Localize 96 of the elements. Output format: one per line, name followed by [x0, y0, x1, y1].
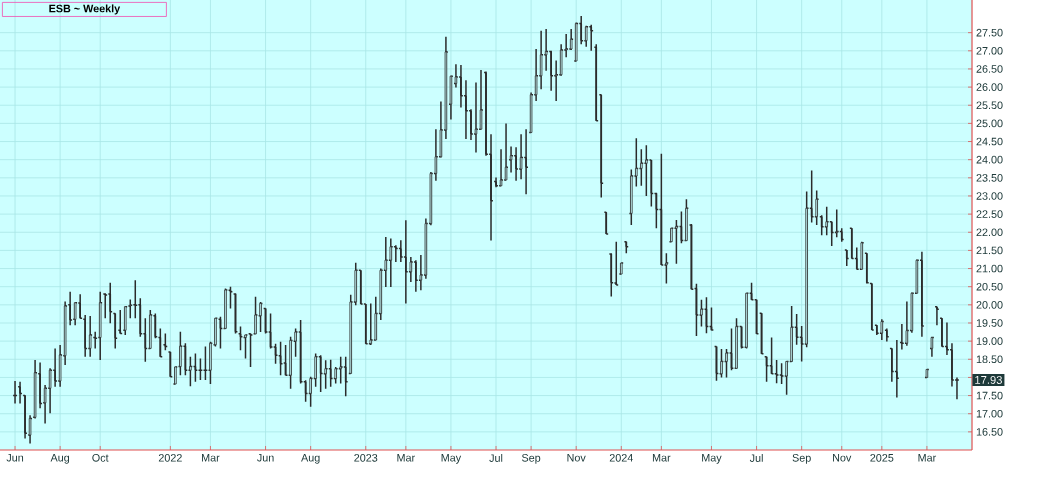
candlestick	[344, 355, 347, 398]
candlestick	[870, 282, 873, 331]
candlestick	[354, 261, 357, 306]
candlestick	[79, 293, 82, 320]
candlestick	[224, 287, 227, 330]
y-tick-label: 16.50	[976, 428, 1003, 436]
x-tick-label: Mar	[397, 454, 415, 462]
candlestick	[615, 240, 618, 286]
candlestick	[109, 281, 112, 325]
x-tick-label: 2023	[354, 454, 378, 462]
candlestick	[845, 249, 848, 267]
candlestick	[590, 23, 593, 52]
x-tick-label: Mar	[652, 454, 671, 462]
x-tick-label: May	[441, 454, 462, 464]
candlestick	[675, 219, 678, 265]
candlestick	[569, 28, 573, 51]
candlestick	[319, 354, 322, 393]
candlestick	[84, 314, 87, 358]
x-tick-label: Jun	[257, 454, 274, 462]
x-tick-label: Oct	[92, 454, 109, 462]
y-tick-label: 22.00	[976, 228, 1003, 237]
x-tick-label: Nov	[833, 454, 852, 462]
candlestick	[164, 332, 167, 351]
y-tick-label: 20.00	[976, 301, 1003, 309]
candlestick	[820, 214, 823, 236]
y-tick-label: 24.00	[976, 155, 1003, 164]
candlestick	[209, 341, 212, 385]
candlestick	[725, 348, 728, 379]
x-tick-label: Aug	[301, 454, 320, 464]
y-tick-label: 20.50	[976, 282, 1003, 291]
x-tick-label: 2022	[158, 454, 182, 462]
candlestick	[735, 317, 738, 370]
x-tick-label: 2025	[870, 454, 894, 462]
y-tick-label: 26.00	[976, 83, 1003, 91]
candlestick	[289, 336, 292, 390]
candlestick	[254, 296, 257, 335]
x-tick-label: Mar	[202, 454, 220, 462]
candlestick	[119, 309, 122, 335]
candlestick	[28, 414, 32, 445]
candlestick	[700, 299, 703, 328]
candlestick	[665, 252, 668, 285]
candlestick	[214, 317, 217, 348]
candlestick	[635, 137, 638, 188]
y-tick-label: 27.00	[976, 47, 1003, 55]
candlestick	[685, 198, 688, 242]
candlestick	[625, 240, 628, 255]
y-tick-label: 19.50	[976, 319, 1003, 327]
x-tick-label: Jun	[6, 454, 24, 462]
candlestick	[865, 252, 868, 285]
candlestick	[580, 15, 583, 46]
x-tick-label: Jul	[749, 454, 763, 462]
text: 17.93	[975, 376, 1002, 384]
x-tick-label: Sep	[792, 454, 811, 464]
candlestick	[890, 347, 893, 383]
chart-title: ESB ~ Weekly	[49, 4, 121, 15]
candlestick	[244, 334, 247, 360]
candlestick	[930, 336, 934, 358]
candlestick	[620, 262, 623, 275]
candlestick	[600, 93, 603, 199]
y-tick-label: 24.50	[976, 137, 1003, 146]
candlestick	[720, 348, 723, 379]
candlestick	[925, 368, 929, 379]
x-tick-label: Jul	[489, 454, 503, 462]
candlestick	[539, 30, 543, 91]
candlestick	[339, 355, 342, 385]
x-tick-label: Mar	[918, 454, 937, 462]
x-tick-label: Sep	[521, 454, 541, 464]
candlestick	[595, 43, 598, 122]
y-tick-label: 23.50	[976, 174, 1003, 182]
candlestick	[875, 324, 878, 336]
y-tick-label: 25.50	[976, 101, 1003, 110]
x-tick-label: Aug	[50, 454, 70, 464]
y-tick-label: 17.00	[976, 409, 1003, 418]
candlestick	[259, 301, 262, 333]
x-tick-label: Nov	[567, 454, 586, 462]
y-tick-label: 27.50	[976, 28, 1003, 37]
x-tick-label: 2024	[609, 454, 633, 462]
y-tick-label: 25.00	[976, 119, 1003, 128]
y-tick-label: 21.00	[976, 264, 1003, 273]
x-tick-label: May	[702, 454, 722, 464]
candlestick	[349, 293, 352, 375]
y-tick-label: 21.50	[976, 246, 1003, 255]
candlestick	[189, 355, 192, 387]
candlestick	[449, 75, 453, 121]
candlestick	[885, 327, 888, 343]
y-tick-label: 18.50	[976, 355, 1003, 364]
y-tick-label: 19.00	[976, 337, 1003, 345]
candlestick	[159, 327, 162, 358]
y-tick-label: 22.50	[976, 210, 1003, 218]
candlestick	[114, 312, 117, 350]
y-tick-label: 17.50	[976, 391, 1003, 400]
candlestick	[605, 211, 608, 235]
candlestick	[745, 292, 748, 350]
y-tick-label: 23.00	[976, 192, 1003, 200]
candlestick	[850, 227, 853, 260]
y-tick-label: 26.50	[976, 65, 1003, 73]
